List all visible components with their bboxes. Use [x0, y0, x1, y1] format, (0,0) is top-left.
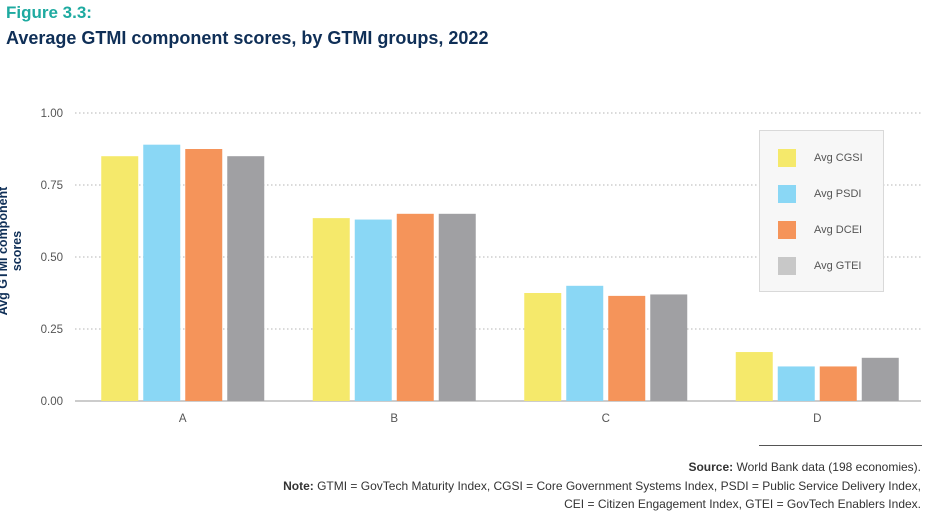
bar-d-avg-cgsi [735, 352, 773, 401]
legend-item-dcei: Avg DCEI [778, 220, 862, 240]
figure-label: Figure 3.3: [6, 3, 92, 22]
note-text-1: GTMI = GovTech Maturity Index, CGSI = Co… [313, 479, 921, 493]
source-label: Source: [688, 460, 734, 474]
legend-label-cgsi: Avg CGSI [814, 152, 863, 164]
legend-item-psdi: Avg PSDI [778, 184, 862, 204]
footer-divider [759, 445, 922, 446]
source-text: World Bank data (198 economies). [733, 460, 921, 474]
note-label: Note: [283, 479, 314, 493]
legend-swatch-cgsi [778, 149, 796, 167]
legend-swatch-gtei [778, 257, 796, 275]
bar-a-avg-psdi [143, 144, 181, 401]
legend-label-gtei: Avg GTEI [814, 260, 862, 272]
bar-c-avg-dcei [608, 295, 646, 401]
y-tick-label: 1.00 [41, 108, 63, 120]
x-tick-labels: A B C D [179, 413, 821, 425]
legend-label-psdi: Avg PSDI [814, 188, 862, 200]
legend-label-dcei: Avg DCEI [814, 224, 863, 236]
y-tick-label: 0.50 [41, 252, 63, 264]
bar-a-avg-gtei [227, 156, 265, 401]
y-tick-label: 0.75 [41, 180, 63, 192]
source-note: Source: World Bank data (198 economies). [688, 460, 921, 474]
legend-item-gtei: Avg GTEI [778, 256, 861, 276]
y-tick-label: 0.00 [41, 396, 63, 408]
bar-d-avg-gtei [861, 357, 899, 401]
bar-d-avg-dcei [819, 366, 857, 401]
y-tick-labels: 0.00 0.25 0.50 0.75 1.00 [41, 108, 63, 408]
bar-chart: 0.00 0.25 0.50 0.75 1.00 A B C D [41, 108, 921, 425]
note-line-2: CEI = Citizen Engagement Index, GTEI = G… [564, 497, 921, 511]
bar-b-avg-psdi [354, 219, 392, 401]
x-tick-label: D [813, 413, 821, 425]
y-tick-label: 0.25 [41, 324, 63, 336]
bar-a-avg-cgsi [101, 156, 139, 401]
bar-a-avg-dcei [185, 149, 223, 401]
x-tick-label: B [390, 413, 398, 425]
bar-b-avg-dcei [396, 213, 434, 401]
bar-b-avg-gtei [438, 213, 476, 401]
figure-title: Average GTMI component scores, by GTMI g… [6, 28, 489, 48]
bar-d-avg-psdi [777, 366, 815, 401]
note-line-1: Note: GTMI = GovTech Maturity Index, CGS… [283, 479, 921, 493]
legend-swatch-psdi [778, 185, 796, 203]
bar-c-avg-gtei [650, 294, 688, 401]
bar-c-avg-cgsi [524, 293, 562, 401]
legend-item-cgsi: Avg CGSI [778, 148, 863, 168]
bars [101, 144, 899, 401]
bar-b-avg-cgsi [312, 218, 350, 401]
legend-swatch-dcei [778, 221, 796, 239]
x-tick-label: A [179, 413, 187, 425]
bar-c-avg-psdi [566, 285, 604, 401]
legend: Avg CGSI Avg PSDI Avg DCEI Avg GTEI [759, 130, 884, 292]
note-text-2: CEI = Citizen Engagement Index, GTEI = G… [564, 497, 921, 511]
x-tick-label: C [602, 413, 610, 425]
